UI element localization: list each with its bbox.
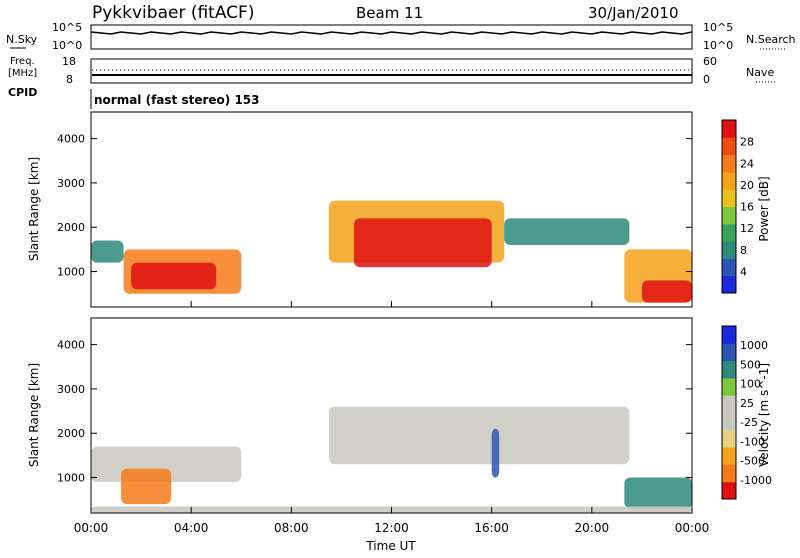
xtick-label: 04:00 — [174, 521, 209, 535]
power-ytick-label: 1000 — [57, 266, 85, 279]
date-label: 30/Jan/2010 — [588, 4, 679, 22]
power-colorbar-segment — [722, 189, 736, 207]
power-patch — [91, 240, 124, 263]
time-xticks: 00:00 04:00 08:00 12:00 16:00 20:00 00:00 — [74, 301, 710, 535]
velocity-colorbar-segment — [722, 360, 736, 379]
power-ytick-label: 2000 — [57, 221, 85, 234]
velocity-colorbar: 1000 500 100 25 -25 -100 -500 -1000 — [721, 325, 772, 500]
power-colorbar-segment — [722, 206, 736, 225]
velocity-colorbar-tick: 1000 — [740, 339, 768, 352]
velocity-yticks: 1000 2000 3000 4000 — [57, 339, 692, 485]
power-patch — [131, 262, 217, 290]
noise-panel — [90, 24, 693, 50]
power-colorbar-segment — [722, 275, 736, 294]
power-colorbar-frame — [721, 119, 737, 294]
power-colorbar-tick: 28 — [740, 136, 754, 149]
noise-axis-right-bottom: 10^0 — [703, 39, 733, 52]
noise-axis-bottom: 10^0 — [52, 39, 82, 52]
power-colorbar-segment — [722, 171, 736, 190]
freq-label-2: [MHz] — [8, 68, 37, 79]
velocity-ytick-label: 1000 — [57, 472, 85, 485]
velocity-colorbar-label: Velocity [m s^-1] — [757, 363, 771, 467]
velocity-colorbar-tick: -25 — [740, 416, 758, 429]
velocity-patch — [624, 477, 692, 509]
xtick-label: 20:00 — [575, 521, 610, 535]
velocity-ytick-label: 3000 — [57, 383, 85, 396]
velocity-ytick-label: 4000 — [57, 339, 85, 352]
velocity-colorbar-tick: 25 — [740, 397, 754, 410]
power-colorbar-tick: 20 — [740, 179, 754, 192]
xtick-label: 00:00 — [74, 521, 109, 535]
xtick-label: 08:00 — [274, 521, 309, 535]
power-patch — [353, 218, 492, 268]
velocity-colorbar-frame — [721, 325, 737, 500]
power-yticks: 1000 2000 3000 4000 — [57, 133, 692, 279]
velocity-colorbar-tick: -100 — [740, 435, 765, 448]
power-colorbar-segment — [722, 258, 736, 277]
power-ytick-label: 4000 — [57, 133, 85, 146]
power-colorbar-segment — [722, 137, 736, 156]
velocity-colorbar-segment — [722, 447, 736, 465]
noise-sky-series — [90, 31, 693, 35]
noise-axis-top: 10^5 — [52, 21, 82, 34]
xtick-label: 00:00 — [675, 521, 710, 535]
power-colorbar-segment — [722, 223, 736, 242]
velocity-ylabel: Slant Range [km] — [27, 363, 41, 467]
velocity-patch — [121, 468, 172, 505]
station-title: Pykkvibaer (fitACF) — [92, 3, 254, 23]
freq-axis-right-bottom: 0 — [703, 73, 710, 86]
velocity-colorbar-segment — [722, 395, 736, 413]
power-colorbar-tick: 16 — [740, 201, 754, 214]
power-colorbar-label: Power [dB] — [757, 176, 771, 241]
velocity-patch — [491, 428, 500, 478]
velocity-colorbar-tick: 100 — [740, 378, 761, 391]
velocity-heatmap — [91, 406, 692, 513]
velocity-colorbar-segment — [722, 464, 736, 483]
velocity-colorbar-segment — [722, 412, 736, 431]
power-colorbar-segment — [722, 120, 736, 138]
freq-panel — [90, 58, 693, 84]
power-colorbar-segment — [722, 241, 736, 259]
power-colorbar-tick: 12 — [740, 222, 754, 235]
beam-label: Beam 11 — [356, 4, 423, 22]
power-patch — [641, 280, 692, 303]
time-xlabel: Time UT — [365, 539, 416, 553]
velocity-patch — [328, 406, 630, 465]
power-colorbar: 4 8 12 16 20 24 28 — [721, 119, 754, 294]
nsearch-label: N.Search — [746, 33, 796, 46]
power-colorbar-tick: 8 — [740, 244, 747, 257]
power-heatmap — [91, 200, 692, 303]
velocity-colorbar-segment — [722, 326, 736, 344]
power-patch — [504, 218, 630, 245]
power-colorbar-segment — [722, 154, 736, 173]
power-colorbar-tick: 24 — [740, 157, 754, 170]
velocity-colorbar-tick: -500 — [740, 455, 765, 468]
xtick-label: 12:00 — [374, 521, 409, 535]
nave-label: Nave — [746, 66, 774, 79]
freq-axis-bottom: 8 — [66, 73, 73, 86]
power-ytick-label: 3000 — [57, 177, 85, 190]
freq-axis-right-top: 60 — [703, 55, 717, 68]
power-ylabel: Slant Range [km] — [27, 157, 41, 261]
velocity-ytick-label: 2000 — [57, 427, 85, 440]
freq-axis-top: 18 — [62, 55, 76, 68]
freq-label-1: Freq. — [10, 56, 35, 67]
velocity-colorbar-tick: -1000 — [740, 474, 772, 487]
nsky-label: N.Sky — [6, 33, 38, 46]
noise-axis-right-top: 10^5 — [703, 21, 733, 34]
velocity-colorbar-segment — [722, 343, 736, 362]
velocity-colorbar-tick: 500 — [740, 358, 761, 371]
velocity-colorbar-segment — [722, 429, 736, 448]
cpid-text: normal (fast stereo) 153 — [94, 93, 260, 107]
xtick-label: 16:00 — [474, 521, 509, 535]
velocity-colorbar-segment — [722, 481, 736, 500]
velocity-colorbar-segment — [722, 377, 736, 396]
cpid-label: CPID — [8, 86, 37, 99]
power-colorbar-tick: 4 — [740, 265, 747, 278]
